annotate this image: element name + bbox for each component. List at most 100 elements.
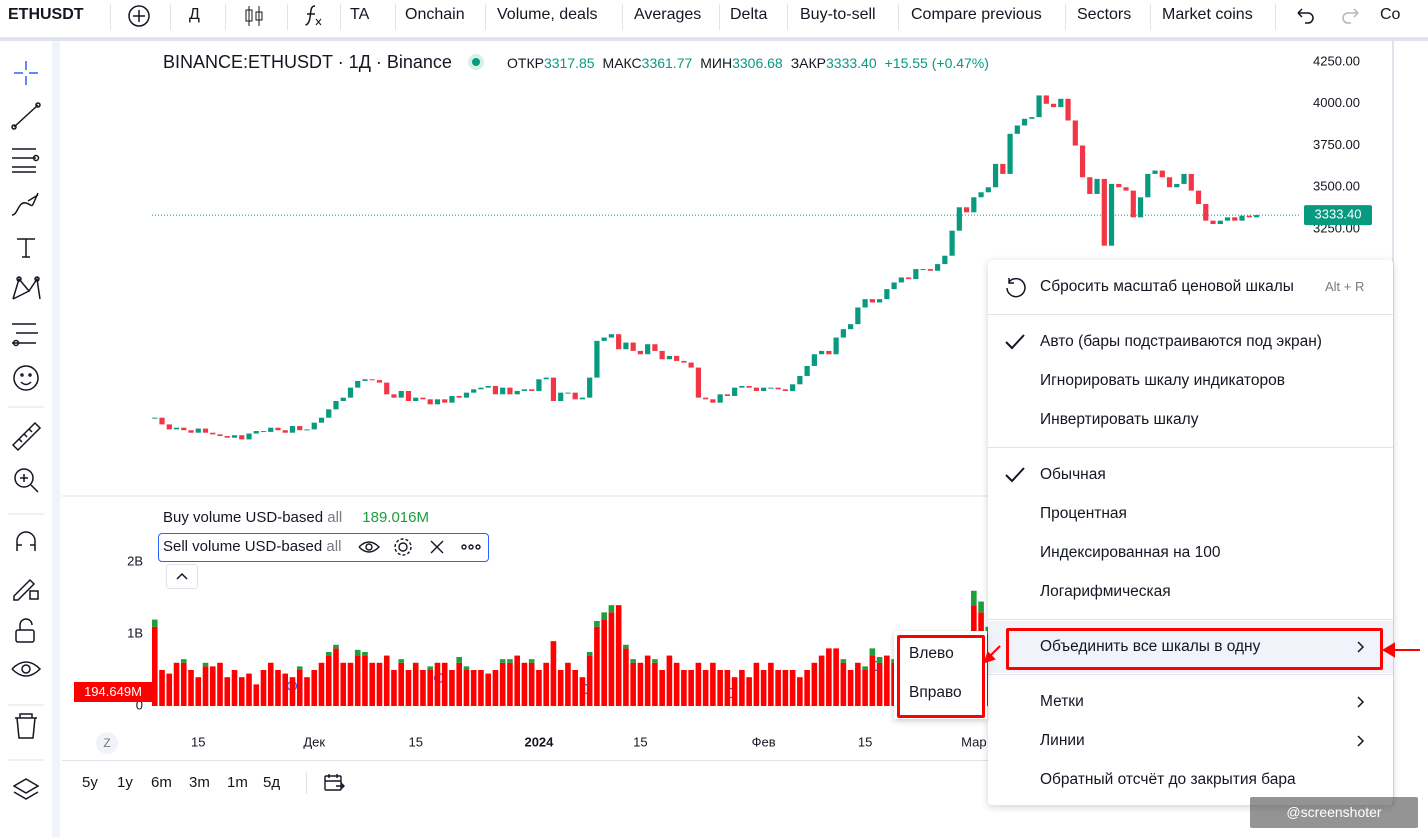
timeframe-button[interactable]: 5д — [263, 774, 281, 791]
candle — [543, 377, 549, 380]
candle — [840, 329, 846, 338]
volume-bar — [507, 662, 513, 706]
menu-item[interactable]: Игнорировать шкалу индикаторов — [1040, 372, 1285, 389]
buy-legend: Buy volume USD-based all 189.016M — [163, 509, 429, 526]
volume-bar — [833, 648, 839, 706]
separator — [485, 4, 486, 30]
toolbar-button[interactable]: Averages — [634, 6, 702, 23]
candle — [637, 350, 644, 355]
candle — [420, 397, 426, 400]
candle — [260, 431, 267, 433]
ohlc-value: 3317.85 — [543, 55, 595, 71]
volume-bar — [818, 655, 825, 706]
menu-item[interactable]: Процентная — [1040, 505, 1127, 522]
annotation-arrows — [983, 642, 1420, 664]
ohlc-label: МАКС — [602, 55, 642, 71]
candle — [1021, 118, 1028, 126]
add-symbol-icon[interactable] — [126, 3, 152, 29]
candle — [268, 427, 274, 432]
candle — [1108, 183, 1115, 246]
menu-item[interactable]: Сбросить масштаб ценовой шкалы — [1040, 278, 1294, 295]
chart-type-icon[interactable] — [242, 4, 266, 28]
candle — [1000, 163, 1006, 174]
menu-item[interactable]: Метки — [1040, 693, 1084, 710]
volume-bar — [630, 659, 636, 663]
volume-bar — [231, 669, 238, 706]
volume-bar — [572, 669, 578, 706]
menu-item[interactable]: Обычная — [1040, 466, 1106, 483]
candle — [905, 277, 912, 280]
menu-item[interactable]: Авто (бары подстраиваются под экран) — [1040, 333, 1322, 350]
candle — [1036, 95, 1042, 118]
separator — [898, 4, 899, 30]
volume-bar — [311, 669, 318, 706]
volume-bar — [710, 662, 716, 706]
volume-bar — [681, 669, 687, 706]
legend-actions[interactable] — [356, 536, 486, 558]
timeframe-button[interactable]: 1m — [227, 774, 248, 791]
last-price-label: 3333.40 — [1315, 207, 1362, 222]
last-price-tag — [1304, 205, 1372, 226]
menu-item[interactable]: Инвертировать шкалу — [1040, 411, 1199, 428]
candle — [768, 387, 774, 389]
toolbar-button[interactable]: Volume, deals — [497, 6, 598, 23]
toolbar-button[interactable]: Buy-to-sell — [800, 6, 876, 23]
interval[interactable]: Д — [189, 6, 200, 23]
candle — [239, 435, 245, 440]
toolbar-button[interactable]: Onchain — [405, 6, 465, 23]
submenu-item[interactable]: Влево — [909, 645, 954, 662]
menu-item[interactable]: Индексированная на 100 — [1040, 544, 1221, 561]
toolbar-button[interactable]: Delta — [730, 6, 768, 23]
separator — [1150, 4, 1151, 30]
volume-bar — [202, 666, 209, 706]
toolbar-button[interactable]: Market coins — [1162, 6, 1253, 23]
candle — [471, 389, 477, 393]
submenu-item[interactable]: Вправо — [909, 684, 962, 701]
x-tick-label: Мар — [961, 734, 986, 749]
ohlc-label: ЗАКР — [790, 55, 827, 71]
volume-bar — [702, 669, 709, 706]
candle — [978, 192, 984, 198]
volume-bar — [695, 662, 702, 706]
separator — [287, 4, 288, 30]
toolbar-overflow[interactable]: Co — [1380, 6, 1401, 23]
left-toolbar — [8, 61, 44, 800]
x-tick-label: Дек — [303, 734, 325, 749]
context-menu: Сбросить масштаб ценовой шкалы Alt + R А… — [988, 260, 1393, 805]
menu-item[interactable]: Линии — [1040, 732, 1085, 749]
collapse-button[interactable] — [166, 564, 198, 589]
timeframe-button[interactable]: 3m — [189, 774, 210, 791]
symbol[interactable]: ETHUSDT — [8, 6, 84, 23]
candle — [550, 377, 557, 401]
toolbar-button[interactable]: Sectors — [1077, 6, 1132, 23]
timeframe-button[interactable]: 6m — [151, 774, 172, 791]
separator — [719, 4, 720, 30]
candle — [732, 387, 738, 396]
candle — [1116, 183, 1122, 188]
candle — [558, 392, 564, 401]
toolbar-button[interactable]: Compare previous — [911, 6, 1042, 23]
volume-bar — [565, 662, 571, 706]
indicators-icon[interactable] — [301, 3, 325, 29]
volume-bar — [217, 662, 223, 706]
volume-bar — [362, 651, 368, 656]
menu-item[interactable]: Объединить все шкалы в одну — [1040, 638, 1261, 655]
volume-bar — [652, 662, 658, 706]
timeframe-button[interactable]: 1y — [117, 774, 133, 791]
menu-item[interactable]: Логарифмическая — [1040, 583, 1171, 600]
timeframe-button[interactable]: 5y — [82, 774, 98, 791]
volume-bar — [557, 669, 564, 706]
toolbar-button[interactable]: TA — [350, 6, 370, 23]
menu-item[interactable]: Обратный отсчёт до закрытия бара — [1040, 771, 1296, 788]
candle — [391, 394, 397, 398]
sell-legend[interactable] — [158, 533, 489, 562]
x-tick-label: 15 — [408, 734, 422, 749]
candle — [507, 387, 513, 395]
undo-redo[interactable] — [1292, 4, 1372, 26]
date-range-icon[interactable] — [322, 772, 346, 794]
highlight-box — [897, 635, 985, 718]
separator — [225, 4, 226, 30]
time-axis-button[interactable]: Z — [96, 732, 118, 754]
candle — [674, 355, 680, 361]
candle — [427, 399, 433, 405]
